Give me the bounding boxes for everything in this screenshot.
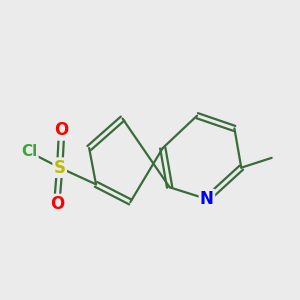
Text: O: O (50, 195, 64, 213)
Text: Cl: Cl (21, 145, 38, 160)
Text: S: S (54, 159, 66, 177)
Text: N: N (200, 190, 214, 208)
Text: O: O (55, 122, 69, 140)
